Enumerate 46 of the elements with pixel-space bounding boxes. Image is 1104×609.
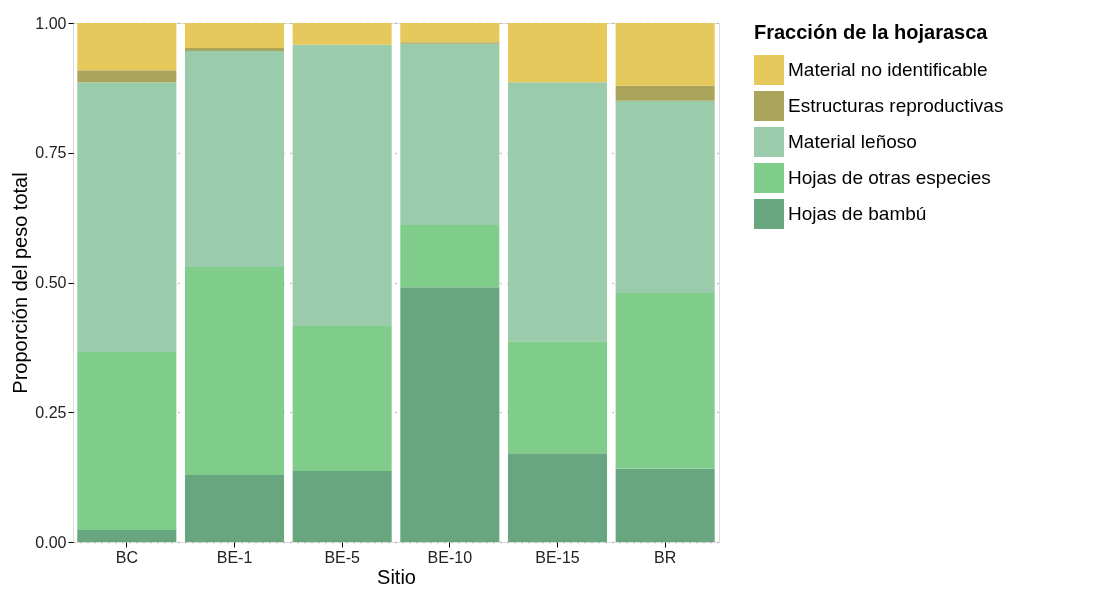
y-axis-title: Proporción del peso total <box>9 172 32 394</box>
bar <box>507 453 608 542</box>
bar <box>77 23 177 71</box>
bar <box>400 287 500 542</box>
y-tick-label: 1.00 <box>35 14 67 32</box>
bar <box>400 23 500 43</box>
legend-label: Material leñoso <box>788 131 917 152</box>
bar <box>77 530 177 542</box>
bar <box>292 326 392 471</box>
bar <box>184 266 285 476</box>
bar <box>507 341 608 454</box>
bar <box>184 47 285 52</box>
x-tick-label: BE-15 <box>535 548 580 566</box>
bar <box>77 82 177 353</box>
bar <box>292 23 392 45</box>
legend-label: Hojas de bambú <box>788 203 927 224</box>
bar <box>507 82 608 342</box>
bar <box>184 51 285 267</box>
bar <box>400 43 500 225</box>
bar <box>184 475 285 542</box>
legend-label: Hojas de otras especies <box>788 167 991 188</box>
bar <box>184 23 285 48</box>
bar <box>615 85 715 101</box>
legend-label: Estructuras reproductivas <box>788 95 1004 116</box>
x-tick-label: BR <box>654 548 677 566</box>
x-axis-title: Sitio <box>377 565 416 588</box>
y-tick-label: 0.00 <box>35 533 67 551</box>
bar <box>77 352 177 531</box>
bar <box>77 70 177 83</box>
bar <box>615 100 715 293</box>
bar <box>292 44 392 327</box>
x-tick-label: BE-1 <box>216 548 253 566</box>
bar <box>292 470 392 542</box>
y-tick-label: 0.50 <box>35 274 67 291</box>
x-tick-label: BC <box>115 548 138 566</box>
legend-label: Material no identificable <box>788 59 988 80</box>
bar <box>615 292 715 469</box>
x-tick-label: BE-5 <box>324 548 361 566</box>
bar <box>615 468 715 542</box>
x-tick-label: BE-10 <box>427 548 473 566</box>
y-tick-label: 0.75 <box>35 144 67 162</box>
legend-title: Fracción de la hojarasca <box>754 21 989 43</box>
y-tick-label: 0.25 <box>35 403 67 421</box>
bar <box>615 23 715 86</box>
bar <box>400 224 500 288</box>
bar <box>507 23 608 83</box>
